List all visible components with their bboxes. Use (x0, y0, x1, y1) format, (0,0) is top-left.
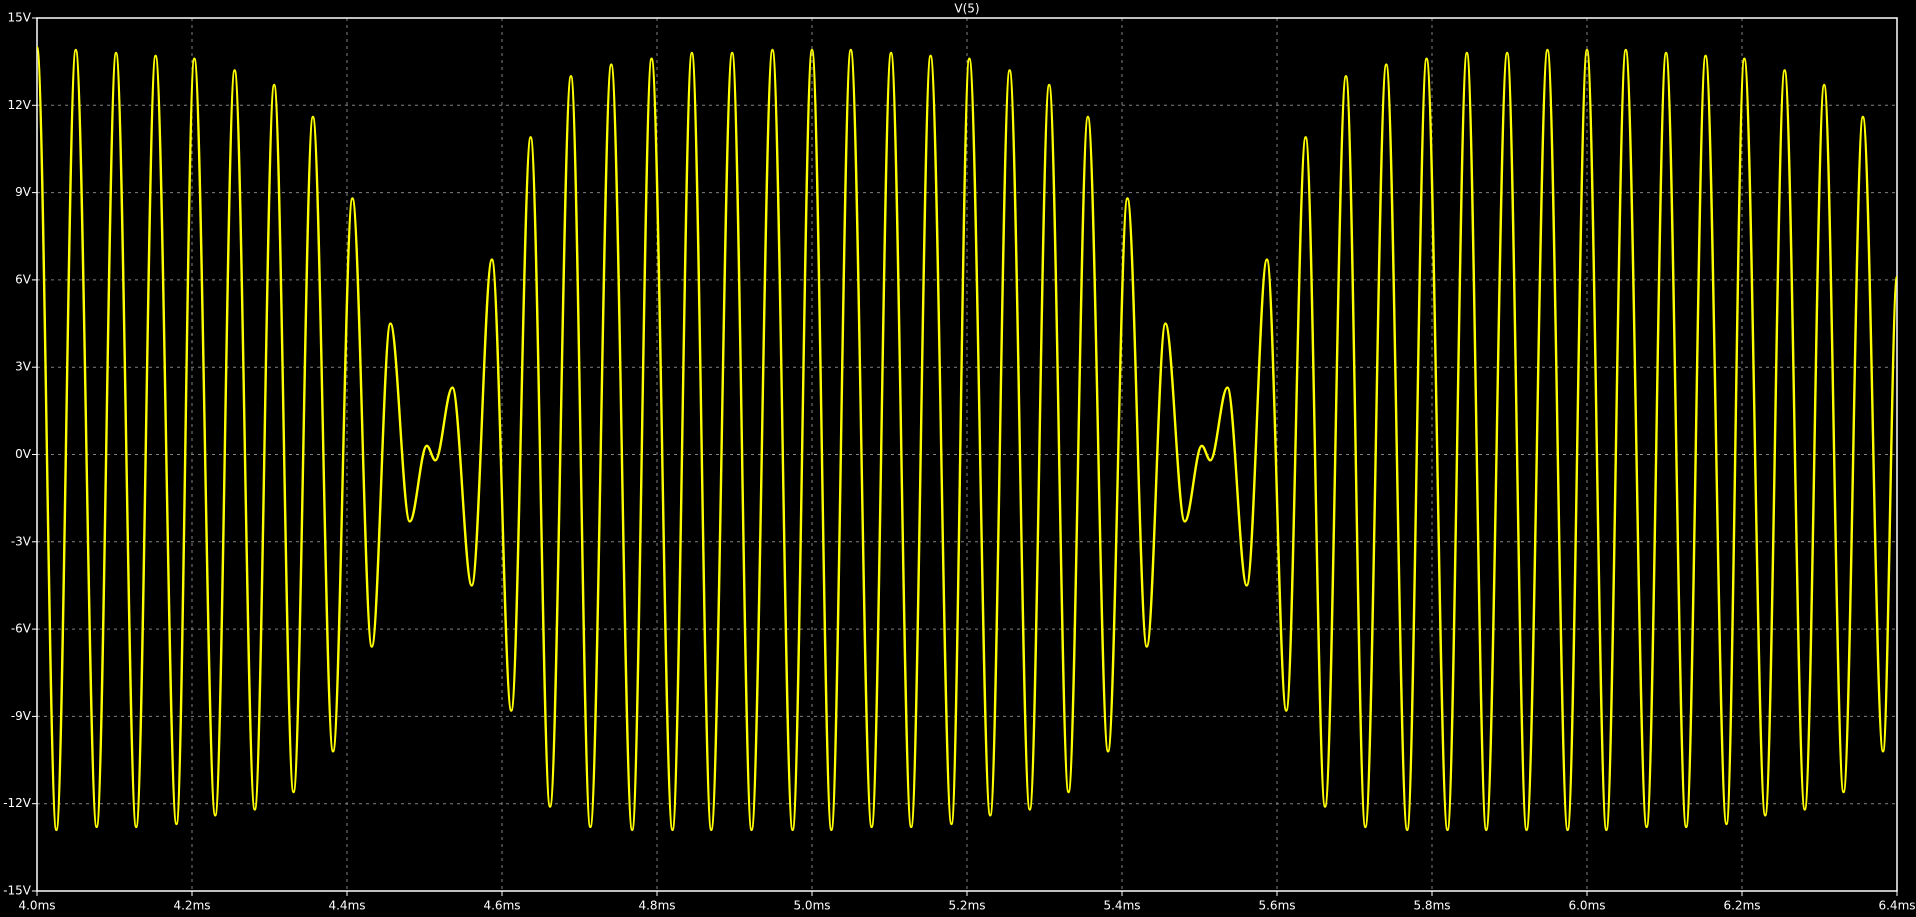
y-tick-label: 3V (15, 360, 32, 374)
trace (35, 45, 1899, 832)
x-tick-label: 4.8ms (638, 899, 675, 913)
x-tick-label: 5.4ms (1103, 899, 1140, 913)
x-tick-label: 6.4ms (1878, 899, 1915, 913)
x-tick-label: 5.8ms (1413, 899, 1450, 913)
x-tick-label: 4.6ms (483, 899, 520, 913)
y-tick-label: 0V (15, 447, 32, 461)
y-tick-label: -6V (11, 622, 32, 636)
y-tick-label: 15V (8, 11, 32, 25)
x-tick-label: 5.6ms (1258, 899, 1295, 913)
plot-frame (36, 17, 1898, 892)
y-tick-label: -15V (3, 884, 32, 898)
y-tick-label: -12V (3, 796, 32, 810)
x-tick-label: 5.2ms (948, 899, 985, 913)
y-tick-label: 9V (15, 185, 32, 199)
x-tick-label: 4.4ms (328, 899, 365, 913)
x-tick-label: 4.2ms (173, 899, 210, 913)
y-tick-label: 6V (15, 272, 32, 286)
x-tick-label: 6.2ms (1723, 899, 1760, 913)
trace-label: V(5) (954, 2, 979, 16)
x-tick-label: 4.0ms (18, 899, 55, 913)
y-tick-label: -9V (11, 709, 32, 723)
x-tick-label: 5.0ms (793, 899, 830, 913)
x-tick-label: 6.0ms (1568, 899, 1605, 913)
y-tick-label: 12V (8, 98, 32, 112)
y-tick-label: -3V (11, 534, 32, 548)
